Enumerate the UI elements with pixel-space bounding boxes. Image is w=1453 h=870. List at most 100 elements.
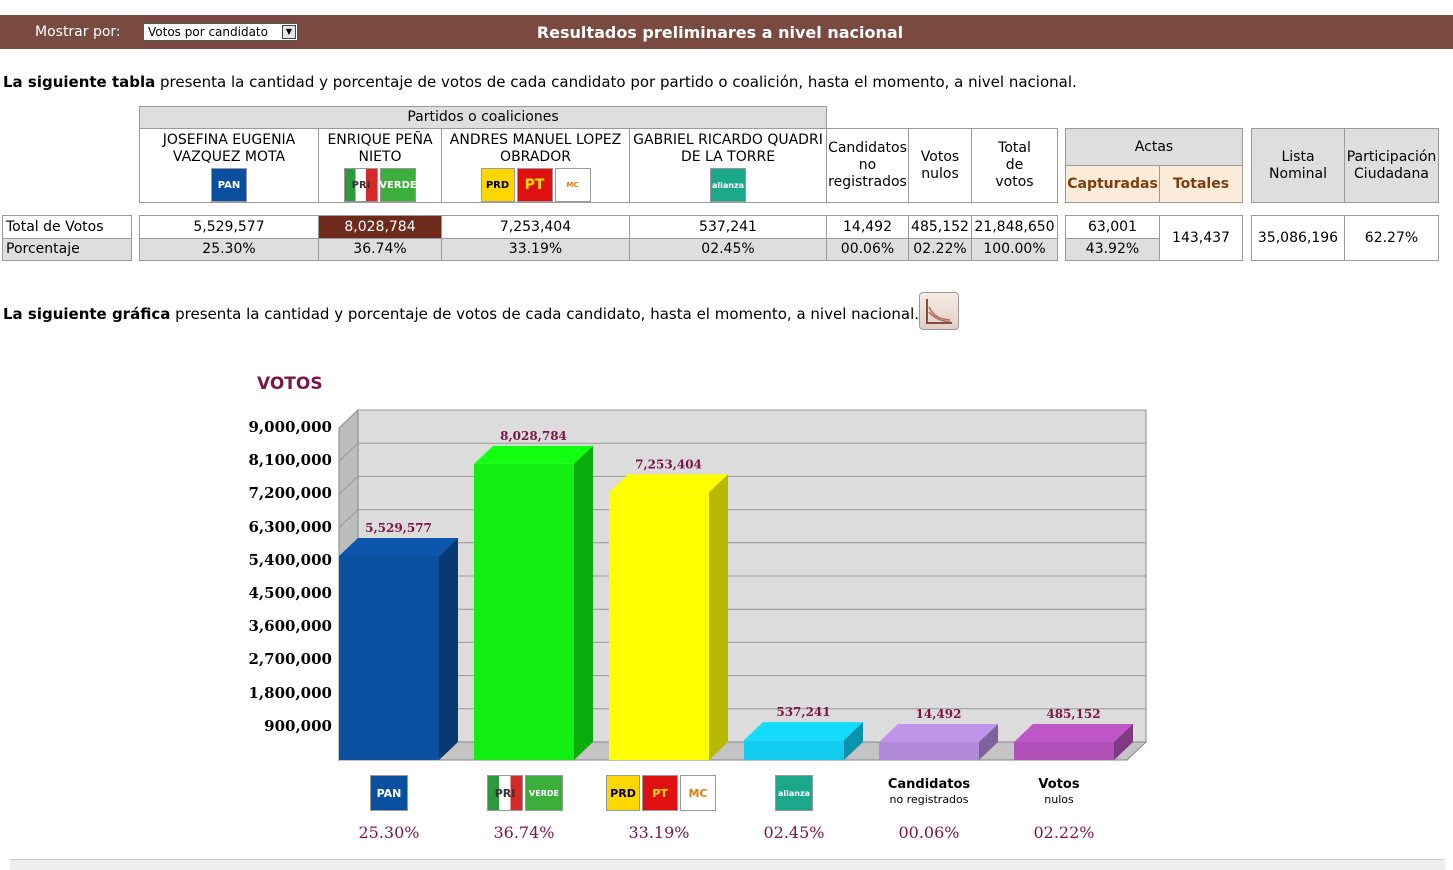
y-tick-label: 7,200,000 bbox=[248, 484, 332, 503]
category-label: Votos nulos bbox=[1038, 777, 1080, 806]
bar bbox=[339, 556, 439, 760]
pct-candidate-1: 25.30% bbox=[139, 238, 319, 261]
bar-value-label: 485,152 bbox=[1046, 707, 1100, 721]
candidate-name-3: ANDRES MANUEL LOPEZ OBRADOR bbox=[449, 132, 622, 165]
chart-title: VOTOS bbox=[257, 374, 323, 394]
bar-side bbox=[574, 445, 593, 760]
page-title: Resultados preliminares a nivel nacional bbox=[536, 23, 904, 42]
bar-top bbox=[879, 724, 998, 742]
pct-total: 100.00% bbox=[971, 238, 1058, 261]
alianza-logo-icon: alianza bbox=[775, 775, 813, 811]
pri-logo-icon: PRI bbox=[487, 775, 523, 811]
show-by-label: Mostrar por: bbox=[35, 24, 121, 40]
bar-top bbox=[609, 474, 728, 493]
verde-logo-icon: VERDE bbox=[525, 775, 563, 811]
participacion-value: 62.27% bbox=[1344, 215, 1439, 261]
votes-no-registrados: 14,492 bbox=[826, 215, 909, 239]
party-logos: PAN bbox=[370, 775, 408, 811]
party-logos: PRD PT MC bbox=[606, 775, 716, 811]
y-tick-label: 5,400,000 bbox=[248, 550, 332, 569]
pct-candidate-4: 02.45% bbox=[629, 238, 827, 261]
candidate-name-4: GABRIEL RICARDO QUADRI DE LA TORRE bbox=[633, 132, 823, 165]
pan-logo-icon: PAN bbox=[370, 775, 408, 811]
bar-value-label: 537,241 bbox=[776, 705, 830, 719]
chevron-down-icon[interactable]: ▼ bbox=[282, 25, 296, 39]
y-tick-label: 900,000 bbox=[264, 716, 332, 735]
bottom-bar bbox=[10, 859, 1445, 870]
y-tick-label: 9,000,000 bbox=[248, 418, 332, 436]
row-votes-label: Total de Votos bbox=[2, 215, 132, 239]
bar-side bbox=[979, 724, 998, 760]
table-intro: La siguiente tabla presenta la cantidad … bbox=[3, 73, 1077, 91]
percent-label: 33.19% bbox=[628, 823, 690, 842]
votes-candidate-2: 8,028,784 bbox=[318, 215, 442, 239]
show-by-select[interactable]: Votos por candidato ▼ bbox=[143, 23, 298, 41]
table-intro-bold: La siguiente tabla bbox=[3, 73, 156, 91]
actas-totales-header: Totales bbox=[1159, 165, 1243, 203]
bar-top bbox=[339, 538, 458, 557]
votes-candidate-1: 5,529,577 bbox=[139, 215, 319, 239]
pt-logo-icon: PT bbox=[516, 168, 553, 202]
actas-capturadas-pct: 43.92% bbox=[1065, 238, 1160, 261]
y-tick-label: 1,800,000 bbox=[248, 683, 332, 702]
col-no-registrados: Candidatos no registrados bbox=[826, 128, 909, 203]
bar-value-label: 5,529,577 bbox=[365, 521, 432, 535]
col-total-votos: Total de votos bbox=[971, 128, 1058, 203]
header-bar: Mostrar por: Votos por candidato ▼ Resul… bbox=[0, 15, 1453, 49]
bar bbox=[744, 740, 844, 760]
bar bbox=[1014, 742, 1114, 760]
line-chart-icon bbox=[926, 299, 952, 324]
row-pct-label: Porcentaje bbox=[2, 238, 132, 261]
bar-top bbox=[474, 445, 593, 464]
grid-line bbox=[338, 442, 359, 462]
pct-candidate-3: 33.19% bbox=[441, 238, 630, 261]
bar-side bbox=[439, 538, 458, 760]
chart-toggle-button[interactable] bbox=[919, 292, 959, 330]
pct-no-registrados: 00.06% bbox=[826, 238, 909, 261]
bar-value-label: 7,253,404 bbox=[635, 457, 702, 471]
candidate-header-2: ENRIQUE PEÑA NIETO PRI VERDE bbox=[318, 128, 442, 203]
bar bbox=[879, 742, 979, 760]
y-tick-label: 8,100,000 bbox=[248, 451, 332, 470]
bar-value-label: 14,492 bbox=[916, 707, 962, 721]
percent-label: 02.22% bbox=[1033, 823, 1095, 842]
candidate-name-2: ENRIQUE PEÑA NIETO bbox=[327, 132, 433, 165]
bar-value-label: 8,028,784 bbox=[500, 429, 567, 443]
bar-side bbox=[844, 722, 863, 760]
bar bbox=[609, 492, 709, 760]
percent-label: 36.74% bbox=[493, 823, 555, 842]
pan-logo-icon: PAN bbox=[211, 168, 247, 202]
pct-candidate-2: 36.74% bbox=[318, 238, 442, 261]
y-tick-label: 6,300,000 bbox=[248, 517, 332, 536]
percent-label: 02.45% bbox=[763, 823, 825, 842]
party-logos: PRI VERDE bbox=[487, 775, 563, 811]
votes-candidate-4: 537,241 bbox=[629, 215, 827, 239]
pct-nulos: 02.22% bbox=[908, 238, 972, 261]
prd-logo-icon: PRD bbox=[480, 168, 515, 202]
y-tick-label: 4,500,000 bbox=[248, 584, 332, 602]
y-tick-label: 2,700,000 bbox=[248, 650, 332, 669]
percent-label: 25.30% bbox=[358, 823, 420, 842]
party-logos: alianza bbox=[775, 775, 813, 811]
lista-nominal-header: Lista Nominal bbox=[1251, 128, 1345, 203]
movimiento-ciudadano-logo-icon: MC bbox=[680, 775, 716, 811]
bar-side bbox=[709, 474, 728, 760]
chart-intro-bold: La siguiente gráfica bbox=[3, 305, 171, 323]
verde-logo-icon: VERDE bbox=[379, 168, 417, 202]
actas-capturadas-header: Capturadas bbox=[1065, 165, 1160, 203]
percent-label: 00.06% bbox=[898, 823, 960, 842]
col-votos-nulos: Votos nulos bbox=[908, 128, 972, 203]
candidate-header-3: ANDRES MANUEL LOPEZ OBRADOR PRD PT MC bbox=[441, 128, 630, 203]
actas-totales-value: 143,437 bbox=[1159, 215, 1243, 261]
alianza-logo-icon: alianza bbox=[710, 168, 746, 202]
bar bbox=[474, 463, 574, 760]
actas-capturadas-value: 63,001 bbox=[1065, 215, 1160, 239]
pt-logo-icon: PT bbox=[642, 775, 678, 811]
movimiento-ciudadano-logo-icon: MC bbox=[554, 168, 591, 202]
grid-line bbox=[338, 509, 359, 528]
table-intro-text: presenta la cantidad y porcentaje de vot… bbox=[155, 73, 1077, 91]
show-by-value: Votos por candidato bbox=[148, 25, 268, 39]
bar-side bbox=[1114, 724, 1133, 760]
participacion-header: Participación Ciudadana bbox=[1344, 128, 1439, 203]
